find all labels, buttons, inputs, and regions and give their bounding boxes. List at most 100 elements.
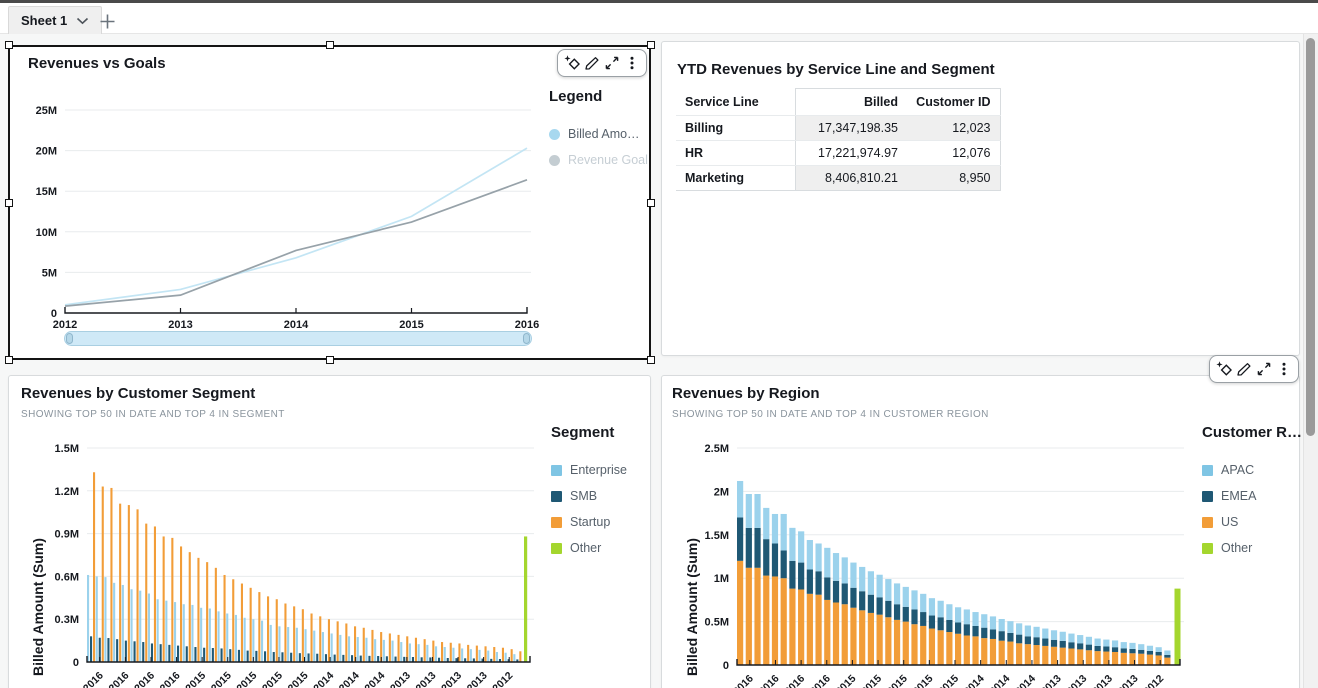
svg-text:1.5M: 1.5M <box>705 530 729 542</box>
slider-handle-right[interactable] <box>523 333 530 344</box>
row-label-cell[interactable]: Marketing <box>676 165 795 191</box>
series-swatch <box>551 542 562 554</box>
svg-text:2013: 2013 <box>168 319 192 331</box>
move-visual-button[interactable] <box>1215 359 1234 379</box>
visual-menu-button[interactable] <box>623 53 642 73</box>
edit-visual-button[interactable] <box>1235 359 1254 379</box>
series-swatch <box>551 490 562 502</box>
resize-handle-w[interactable] <box>5 199 13 207</box>
svg-text:2013: 2013 <box>1116 673 1141 688</box>
series-swatch <box>551 516 562 528</box>
legend-item-revenue-goal[interactable]: Revenue Goal <box>549 147 651 173</box>
resize-handle-nw[interactable] <box>5 41 13 49</box>
legend-item-smb[interactable]: SMB <box>551 483 651 509</box>
series-swatch <box>1202 516 1213 528</box>
legend-item-us[interactable]: US <box>1202 509 1302 535</box>
maximize-visual-button[interactable] <box>1255 359 1274 379</box>
page-scrollbar-thumb[interactable] <box>1306 38 1315 436</box>
bar-other[interactable] <box>524 536 528 662</box>
stacked-bar-chart-region[interactable]: 0 0.5M 1M 1.5M 2M 2.5M 2016 2016 2016 2016 2015 201… <box>690 438 1195 688</box>
svg-text:2015: 2015 <box>834 673 859 688</box>
page-scrollbar[interactable] <box>1303 34 1318 688</box>
slider-handle-left[interactable] <box>66 333 73 344</box>
line-series-billed-amount[interactable] <box>64 147 528 306</box>
svg-text:2015: 2015 <box>910 673 935 688</box>
svg-text:2M: 2M <box>714 486 729 498</box>
column-header-customer-id[interactable]: Customer ID <box>907 88 1001 116</box>
bar-series-apac[interactable] <box>737 480 1171 655</box>
svg-text:2014: 2014 <box>311 670 336 688</box>
legend-item-other[interactable]: Other <box>551 535 651 561</box>
svg-text:0: 0 <box>723 660 729 672</box>
svg-text:1.2M: 1.2M <box>55 486 79 498</box>
value-cell[interactable]: 17,221,974.97 <box>794 140 907 166</box>
x-axis-line <box>736 659 1181 666</box>
x-axis-line <box>86 656 531 663</box>
maximize-icon <box>605 56 619 70</box>
visual-revenues-vs-goals[interactable] <box>8 45 651 360</box>
legend-item-enterprise[interactable]: Enterprise <box>551 457 651 483</box>
value-cell[interactable]: 8,950 <box>907 165 1001 191</box>
window-top-edge <box>0 0 1318 3</box>
svg-text:2012: 2012 <box>1141 673 1166 688</box>
value-cell[interactable]: 12,076 <box>907 140 1001 166</box>
bar-series-startup[interactable] <box>93 472 522 662</box>
legend-item-emea[interactable]: EMEA <box>1202 483 1302 509</box>
legend-item-apac[interactable]: APAC <box>1202 457 1302 483</box>
line-chart-revenues-vs-goals[interactable]: 0 5M 10M 15M 20M 25M 2012 2013 2014 2015 2016 <box>30 90 542 337</box>
pivot-table: Service Line Billed Customer ID Billing 17,3… <box>676 88 1001 191</box>
table-row-marketing[interactable]: Marketing 8,406,810.21 8,950 <box>676 165 1001 191</box>
y-axis-title: Billed Amount (Sum) <box>684 538 700 676</box>
value-cell[interactable]: 12,023 <box>907 115 1001 141</box>
svg-text:2016: 2016 <box>81 670 106 688</box>
row-label-cell[interactable]: HR <box>676 140 795 166</box>
date-range-slider[interactable] <box>64 331 532 346</box>
legend-customer-region: Customer R… APAC EMEA US Other <box>1202 424 1302 561</box>
line-series-revenue-goal[interactable] <box>64 179 528 307</box>
row-label-cell[interactable]: Billing <box>676 115 795 141</box>
resize-handle-e[interactable] <box>647 199 655 207</box>
sheet-tab-label: Sheet 1 <box>21 13 68 28</box>
resize-handle-s[interactable] <box>326 356 334 364</box>
bar-series-smb[interactable] <box>90 636 519 662</box>
value-cell[interactable]: 8,406,810.21 <box>794 165 907 191</box>
resize-handle-se[interactable] <box>647 356 655 364</box>
visual-subtitle: SHOWING TOP 50 IN DATE AND TOP 4 IN CUST… <box>672 409 989 420</box>
visual-title: Revenues vs Goals <box>28 55 166 72</box>
svg-text:2016: 2016 <box>158 670 183 688</box>
add-sheet-button[interactable] <box>96 10 118 32</box>
move-visual-button[interactable] <box>563 53 582 73</box>
y-axis-labels: 0 0.3M 0.6M 0.9M 1.2M 1.5M <box>55 443 79 669</box>
resize-handle-n[interactable] <box>326 41 334 49</box>
legend-item-other[interactable]: Other <box>1202 535 1302 561</box>
bar-series-enterprise[interactable] <box>87 574 516 662</box>
bar-other[interactable] <box>1174 588 1181 665</box>
legend-item-billed-amount[interactable]: Billed Amo… <box>549 121 651 147</box>
svg-text:2016: 2016 <box>132 670 157 688</box>
legend-item-startup[interactable]: Startup <box>551 509 651 535</box>
bar-series-us[interactable] <box>737 560 1171 665</box>
gridlines <box>87 447 534 620</box>
maximize-visual-button[interactable] <box>603 53 622 73</box>
column-header-billed[interactable]: Billed <box>794 88 907 116</box>
value-cell[interactable]: 17,347,198.35 <box>794 115 907 141</box>
svg-text:2015: 2015 <box>183 670 208 688</box>
edit-visual-button[interactable] <box>583 53 602 73</box>
table-row-hr[interactable]: HR 17,221,974.97 12,076 <box>676 140 1001 166</box>
visual-toolbar <box>557 49 647 77</box>
visual-title: YTD Revenues by Service Line and Segment <box>677 61 995 78</box>
table-row-billing[interactable]: Billing 17,347,198.35 12,023 <box>676 115 1001 141</box>
bar-series-emea[interactable] <box>737 517 1171 658</box>
visual-title: Revenues by Region <box>672 385 820 402</box>
maximize-icon <box>1257 362 1271 376</box>
column-header-service-line[interactable]: Service Line <box>676 88 795 116</box>
resize-handle-sw[interactable] <box>5 356 13 364</box>
legend-revenues-vs-goals: Legend Billed Amo… Revenue Goal <box>549 88 651 173</box>
svg-text:10M: 10M <box>36 227 57 239</box>
visual-menu-button[interactable] <box>1275 359 1294 379</box>
resize-handle-ne[interactable] <box>647 41 655 49</box>
svg-text:0: 0 <box>51 308 57 320</box>
chevron-down-icon[interactable] <box>76 17 89 25</box>
tab-sheet-1[interactable]: Sheet 1 <box>8 6 103 34</box>
bar-chart-customer-segment[interactable]: 0 0.3M 0.6M 0.9M 1.2M 1.5M 2016 2016 2016 2016 201… <box>40 438 545 688</box>
